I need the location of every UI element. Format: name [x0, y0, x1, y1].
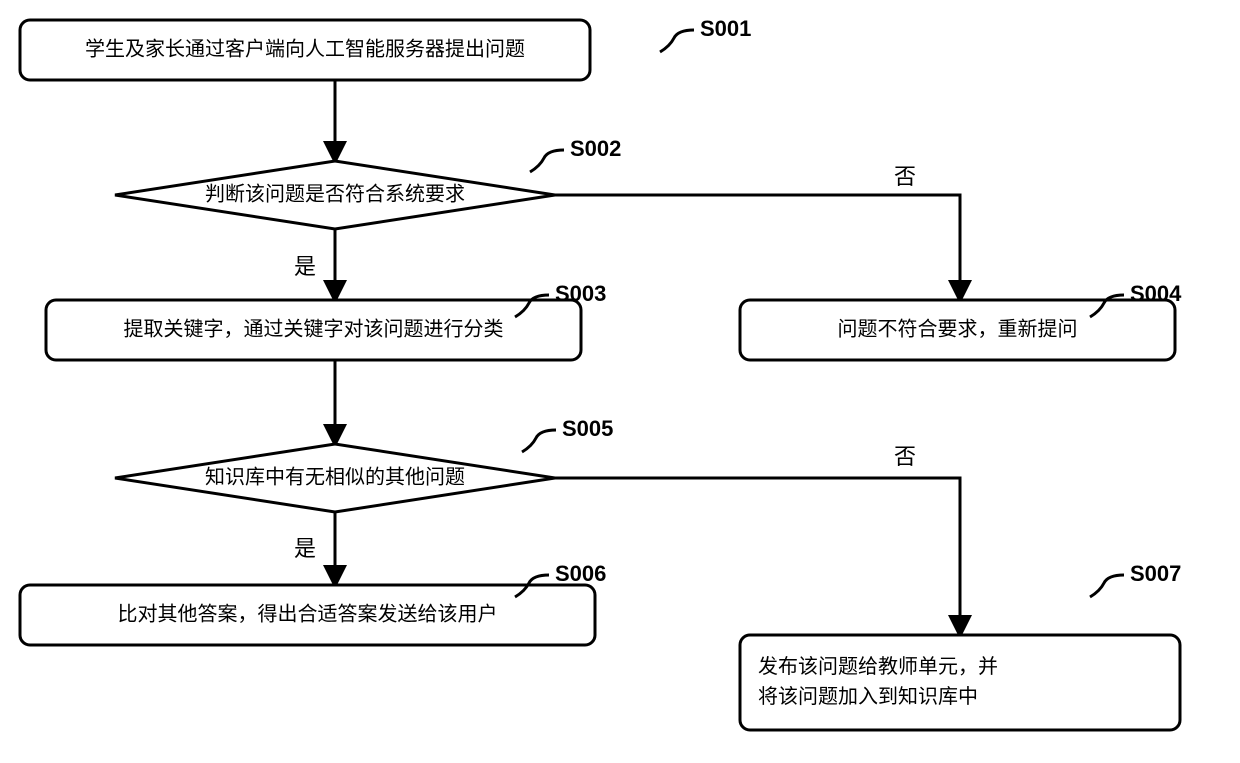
edge-label-e6: 否: [894, 444, 916, 469]
edge-label-e2: 是: [294, 254, 316, 279]
node-s002-text: 判断该问题是否符合系统要求: [205, 182, 465, 205]
node-s007: 发布该问题给教师单元，并将该问题加入到知识库中: [740, 635, 1180, 730]
step-label-s003: S003: [555, 281, 606, 306]
edge-e3: [555, 195, 960, 300]
edge-label-e5: 是: [294, 536, 316, 561]
step-label-s002: S002: [570, 136, 621, 161]
node-s004: 问题不符合要求，重新提问: [740, 300, 1175, 360]
step-label-s007: S007: [1130, 561, 1181, 586]
step-label-s005: S005: [562, 416, 613, 441]
node-s007-text: 将该问题加入到知识库中: [758, 685, 978, 708]
node-s006: 比对其他答案，得出合适答案发送给该用户: [20, 585, 595, 645]
node-s007-text: 发布该问题给教师单元，并: [758, 655, 998, 678]
step-label-s001: S001: [700, 16, 751, 41]
node-s002: 判断该问题是否符合系统要求: [115, 161, 555, 229]
node-s004-text: 问题不符合要求，重新提问: [838, 317, 1078, 340]
node-s006-text: 比对其他答案，得出合适答案发送给该用户: [118, 602, 498, 625]
node-s001: 学生及家长通过客户端向人工智能服务器提出问题: [20, 20, 590, 80]
node-s003: 提取关键字，通过关键字对该问题进行分类: [46, 300, 581, 360]
step-label-s004: S004: [1130, 281, 1182, 306]
flowchart: 是否是否 学生及家长通过客户端向人工智能服务器提出问题判断该问题是否符合系统要求…: [0, 0, 1240, 763]
node-s003-text: 提取关键字，通过关键字对该问题进行分类: [124, 317, 504, 340]
edge-label-e3: 否: [894, 164, 916, 189]
node-s005: 知识库中有无相似的其他问题: [115, 444, 555, 512]
step-label-s006: S006: [555, 561, 606, 586]
node-s005-text: 知识库中有无相似的其他问题: [205, 465, 465, 488]
edge-e6: [555, 478, 960, 635]
node-s001-text: 学生及家长通过客户端向人工智能服务器提出问题: [85, 37, 525, 60]
